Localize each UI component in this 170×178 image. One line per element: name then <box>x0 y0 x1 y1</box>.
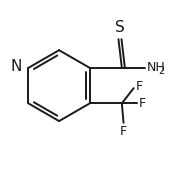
Text: F: F <box>135 80 142 93</box>
Text: S: S <box>115 20 125 35</box>
Text: 2: 2 <box>158 66 165 76</box>
Text: NH: NH <box>146 61 165 74</box>
Text: F: F <box>120 125 127 138</box>
Text: F: F <box>139 97 146 110</box>
Text: N: N <box>10 59 22 74</box>
